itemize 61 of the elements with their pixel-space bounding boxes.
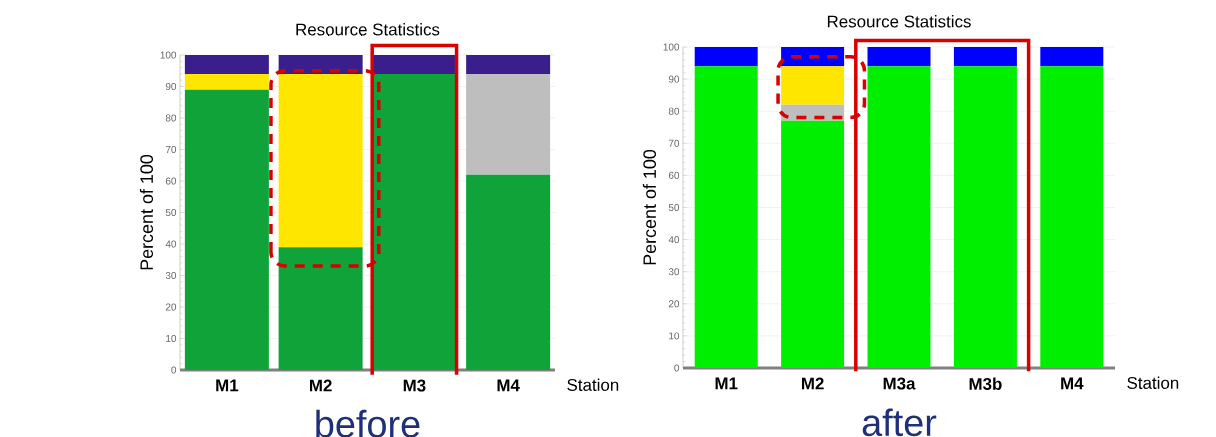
bar [372,55,457,74]
bar [953,47,1017,67]
y-tick-label: 0 [674,364,680,372]
x-tick-label: M2 [310,379,332,392]
bar [781,120,845,368]
y-tick-label: 90 [668,75,680,83]
bar [953,66,1017,368]
text: before [316,409,420,437]
y-tick-label: 60 [668,171,680,179]
y-axis-title: Percent of 100 [642,149,657,265]
bar [694,47,758,67]
y-tick-label: 40 [668,236,680,244]
y-tick-label: 80 [668,107,680,115]
x-tick-label: M3a [883,377,916,390]
bar [184,55,269,74]
y-tick-label: 30 [668,268,680,276]
x-tick-label: M2 [801,377,824,390]
y-axis-title: Percent of 100 [139,154,154,270]
bar [278,73,363,248]
bar [867,66,931,368]
bar [1040,66,1104,368]
x-tick-label: M4 [1061,377,1084,390]
x-axis-title: Station [1127,376,1179,389]
bar [184,73,269,90]
bar [372,73,457,370]
y-tick-label: 20 [165,303,177,311]
y-tick-label: 10 [166,334,177,343]
bar [466,174,551,370]
bar [466,73,551,175]
x-tick-label: M1 [715,377,738,390]
chart-title: Resource Statistics [296,23,440,36]
y-tick-label: 100 [160,51,177,59]
bar [867,47,931,67]
x-tick-label: M1 [216,379,239,392]
y-tick-label: 60 [165,177,177,185]
x-tick-label: M4 [497,379,520,392]
x-tick-label: M3 [403,379,426,392]
bar [781,47,845,67]
bar [278,247,363,370]
text: after [862,408,937,437]
bar [278,55,363,74]
y-tick-label: 90 [165,82,177,91]
x-tick-label: M3b [969,377,1002,390]
chart-title: Resource Statistics [827,15,971,28]
y-tick-label: 80 [165,114,177,122]
y-tick-label: 10 [669,332,680,340]
y-tick-label: 70 [165,145,177,154]
y-tick-label: 0 [171,366,177,374]
y-tick-label: 50 [165,208,177,217]
y-tick-label: 100 [663,43,680,51]
bar [1040,47,1104,67]
bar [184,89,269,370]
bar [694,66,758,368]
y-tick-label: 20 [668,300,680,308]
y-tick-label: 40 [165,240,177,248]
x-axis-title: Station [567,378,619,391]
y-tick-label: 50 [668,203,680,212]
y-tick-label: 30 [165,271,177,280]
bar [466,55,551,74]
y-tick-label: 70 [668,139,680,147]
bar [781,66,845,105]
